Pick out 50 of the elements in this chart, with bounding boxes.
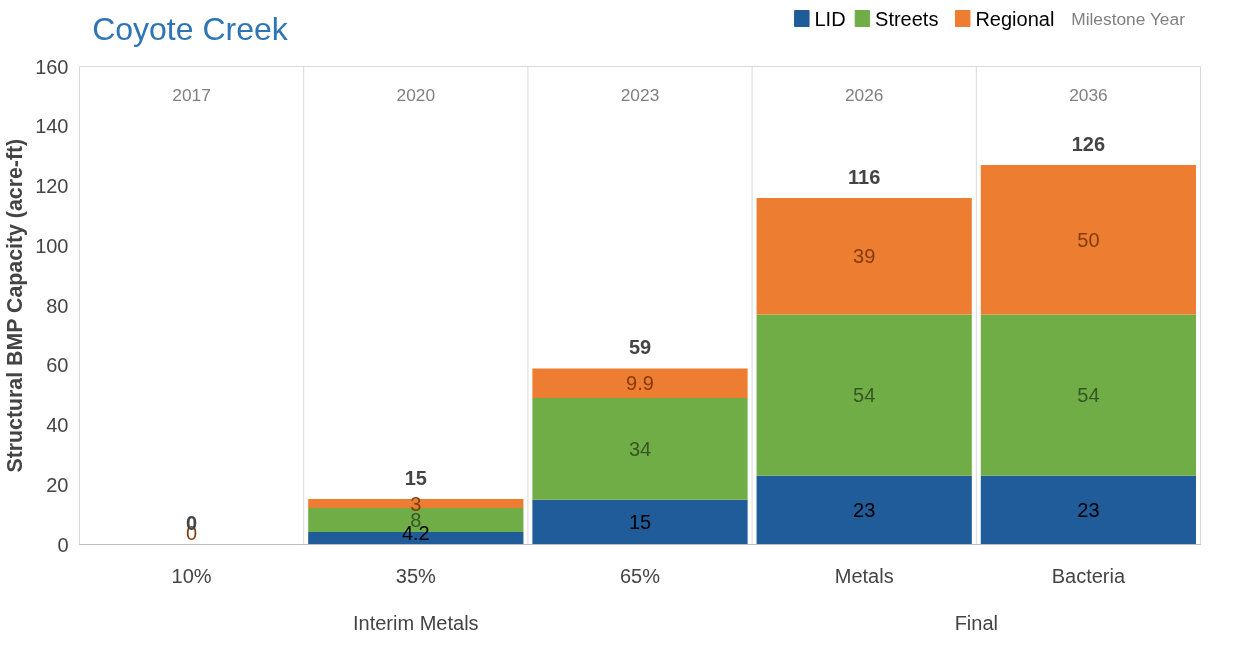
data-label: 39 <box>853 245 876 268</box>
legend-title: Milestone Year <box>1071 8 1186 29</box>
x-tick-label: 65% <box>619 564 661 587</box>
text: Final <box>954 611 998 634</box>
bar <box>756 475 972 545</box>
x-tick-label: 10% <box>171 564 212 587</box>
bar <box>532 398 748 500</box>
annotation: 2026 <box>844 85 884 106</box>
bar <box>532 368 748 399</box>
y-tick-label: 100 <box>35 234 69 257</box>
legend-label: Streets <box>875 7 939 30</box>
data-label: 50 <box>1077 228 1100 251</box>
legend-label: Regional <box>975 7 1055 30</box>
x-tick-label: Bacteria <box>1051 564 1126 587</box>
bar <box>756 197 972 315</box>
x-tick-label: Metals <box>834 564 894 587</box>
annotation: 2023 <box>620 85 660 106</box>
data-label: 9.9 <box>626 372 654 395</box>
annotation: 2036 <box>1069 85 1108 106</box>
total-label: 126 <box>1071 132 1106 155</box>
bar <box>756 314 972 476</box>
data-label: 23 <box>853 499 876 522</box>
data-label: 15 <box>628 511 652 534</box>
bar <box>980 314 1197 476</box>
y-tick-label: 20 <box>46 473 69 496</box>
total-label: 116 <box>848 165 881 188</box>
bar <box>980 165 1197 315</box>
total-label: 59 <box>628 336 652 359</box>
y-tick-label: 40 <box>46 414 69 436</box>
x-tick-label: 35% <box>395 564 437 587</box>
y-tick-label: 160 <box>35 55 69 78</box>
legend-label: LID <box>814 7 846 30</box>
data-label: 54 <box>853 384 876 407</box>
data-label: 23 <box>1077 499 1100 522</box>
y-tick-label: 0 <box>57 533 69 556</box>
data-label: 34 <box>628 437 652 460</box>
total-label: 15 <box>404 466 427 489</box>
y-tick-label: 140 <box>35 115 69 138</box>
text: Interim Metals <box>353 611 479 634</box>
bar <box>308 499 524 509</box>
y-tick-label: 80 <box>46 294 69 317</box>
bar <box>980 475 1197 545</box>
bar <box>532 499 748 545</box>
y-tick-label: 60 <box>46 354 69 377</box>
data-label: 54 <box>1077 384 1100 407</box>
y-axis-title: Structural BMP Capacity (acre-ft) <box>3 138 28 473</box>
annotation: 2020 <box>396 85 436 106</box>
chart-title: Coyote Creek <box>92 10 289 47</box>
annotation: 2017 <box>172 85 211 106</box>
y-tick-label: 120 <box>35 175 69 197</box>
